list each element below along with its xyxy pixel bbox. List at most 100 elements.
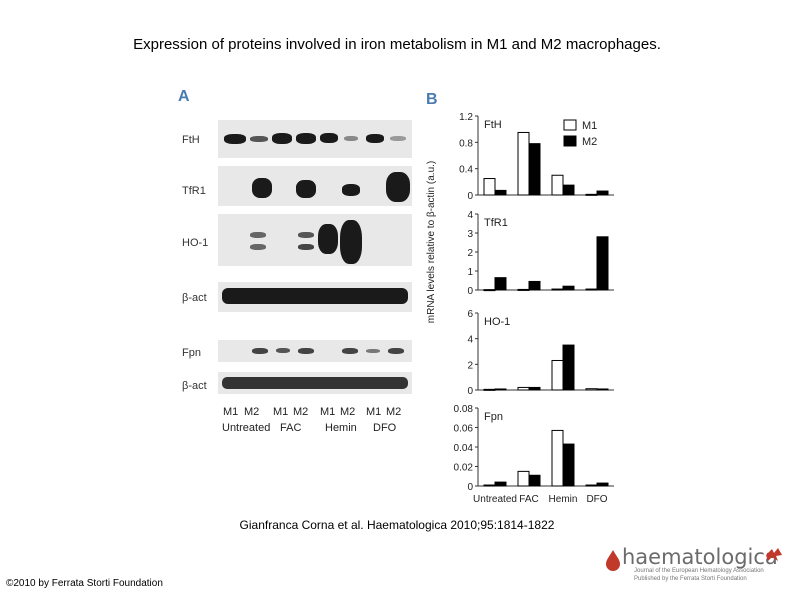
blot-strip-tfr1 [218,166,412,206]
lane-label-6: M2 [340,406,356,418]
bar-ho-1-m2-hemin [562,344,575,391]
y-tick-label: 0.4 [459,165,473,176]
y-tick-label: 3 [467,229,473,240]
logo-emblem-icon [766,548,782,561]
bar-fpn-m2-fac [528,474,541,487]
subpanel-label-fpn: Fpn [484,411,503,423]
slide-title: Expression of proteins involved in iron … [133,36,661,53]
y-tick-label: 0.8 [459,138,473,149]
subpanel-label-ho-1: HO-1 [484,316,510,328]
logo-subtitle-2: Published by the Ferrata Storti Foundati… [634,576,747,582]
bar-fth-m1-untreated [483,178,496,196]
bar-tfr1-m2-untreated [494,277,507,291]
x-tick-label: Untreated [473,494,517,505]
bar-fpn-m2-dfo [596,482,609,487]
y-tick-label: 2 [467,360,473,371]
bar-fpn-m2-untreated [494,481,507,487]
group-label-untreated: Untreated [222,422,271,434]
logo-wordmark: haematologica [622,545,778,569]
blot-label-bact-2: β-act [182,380,207,392]
bar-ho-1-m2-dfo [596,388,609,391]
lane-label-8: M2 [386,406,402,418]
y-tick-label: 0.08 [454,404,474,415]
y-tick-label: 4 [467,210,473,221]
group-label-fac: FAC [280,422,302,434]
bar-fpn-m1-dfo [585,484,598,487]
haematologica-logo: haematologica Journal of the European He… [604,545,794,590]
lane-label-7: M1 [366,406,382,418]
subpanel-label-fth: FtH [484,119,502,131]
bar-ho-1-m2-fac [528,386,541,391]
subpanel-label-tfr1: TfR1 [484,217,508,229]
y-tick-label: 0.06 [454,424,474,435]
blot-strip-fpn [218,340,412,362]
panel-a-letter: A [178,88,190,105]
y-axis-label: mRNA levels relative to β-actin (a.u.) [426,161,437,323]
citation: Gianfranca Corna et al. Haematologica 20… [239,518,555,532]
bar-fth-m1-fac [517,131,530,196]
y-tick-label: 6 [467,309,473,320]
bar-ho-1-m2-untreated [494,388,507,391]
lane-label-2: M2 [244,406,260,418]
bar-ho-1-m1-fac [517,386,530,391]
blot-strip-bact-1 [218,282,412,312]
blot-label-tfr1: TfR1 [182,185,206,197]
bar-fth-m2-hemin [562,184,575,196]
x-tick-label: FAC [519,494,538,505]
blot-label-ho1: HO-1 [182,237,209,249]
blot-label-fpn: Fpn [182,347,201,359]
bar-tfr1-m2-dfo [596,236,609,291]
bar-tfr1-m2-fac [528,280,541,291]
x-tick-label: Hemin [549,494,578,505]
lane-label-5: M1 [320,406,336,418]
bar-tfr1-m1-untreated [483,289,496,292]
y-tick-label: 1 [467,267,473,278]
bar-fpn-m1-hemin [551,429,564,487]
group-label-hemin: Hemin [325,422,357,434]
bar-tfr1-m1-dfo [585,288,598,291]
bar-ho-1-m1-dfo [585,388,598,391]
blot-strip-ho1 [218,214,412,266]
y-tick-label: 0 [467,386,473,397]
y-tick-label: 0 [467,191,473,202]
legend-swatch-m1 [563,119,577,131]
bar-tfr1-m2-hemin [562,285,575,291]
bar-tfr1-m1-hemin [551,288,564,291]
y-tick-label: 4 [467,335,473,346]
bar-ho-1-m1-hemin [551,359,564,391]
x-tick-label: DFO [586,494,607,505]
panel-b-letter: B [426,91,438,108]
bar-fth-m2-fac [528,143,541,196]
y-tick-label: 1.2 [459,112,473,123]
blot-label-bact-1: β-act [182,292,207,304]
copyright: ©2010 by Ferrata Storti Foundation [6,578,163,589]
y-tick-label: 0.02 [454,463,474,474]
group-label-dfo: DFO [373,422,397,434]
legend-label-m2: M2 [582,136,597,148]
legend-label-m1: M1 [582,120,597,132]
bar-fth-m1-dfo [585,193,598,196]
lane-label-3: M1 [273,406,289,418]
logo-subtitle-1: Journal of the European Hematology Assoc… [634,568,764,574]
legend-swatch-m2 [563,135,577,147]
bar-fth-m2-untreated [494,189,507,196]
lane-label-1: M1 [223,406,239,418]
y-tick-label: 2 [467,248,473,259]
figure: A FtH TfR1 HO-1 β-act Fpn β-act [170,82,642,512]
y-tick-label: 0 [467,482,473,493]
bar-fth-m1-hemin [551,174,564,196]
bar-fth-m2-dfo [596,190,609,196]
blot-strip-fth [218,120,412,158]
bar-tfr1-m1-fac [517,288,530,291]
bar-ho-1-m1-untreated [483,388,496,391]
bar-fpn-m2-hemin [562,443,575,487]
bar-fpn-m1-untreated [483,484,496,487]
logo-drop-icon [606,550,620,571]
y-tick-label: 0 [467,286,473,297]
lane-label-4: M2 [293,406,309,418]
blot-strip-bact-2 [218,372,412,394]
blot-label-fth: FtH [182,134,200,146]
bar-fpn-m1-fac [517,470,530,487]
y-tick-label: 0.04 [454,443,474,454]
